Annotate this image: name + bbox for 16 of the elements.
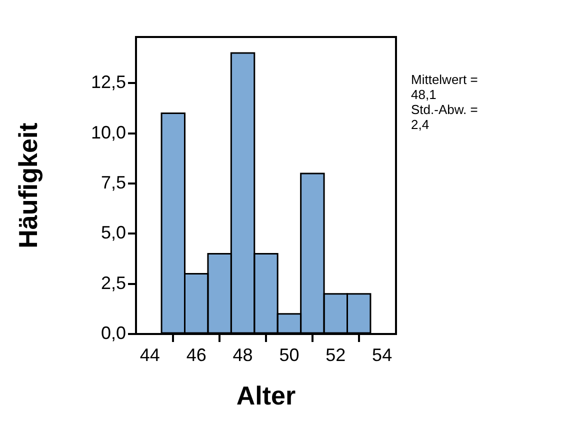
text: Mittelwert = 48,1 xyxy=(411,72,479,102)
y-tick-label: 5,0 xyxy=(100,222,126,243)
x-tick-label: 46 xyxy=(186,344,206,365)
x-axis-title: Alter xyxy=(236,380,296,411)
y-axis-title: Häufigkeit xyxy=(12,122,43,248)
y-tick-label: 7,5 xyxy=(100,172,126,192)
y-tick-label: 0,0 xyxy=(100,322,126,343)
y-tick-label: 10,0 xyxy=(90,122,126,142)
x-tick-label: 44 xyxy=(140,344,160,365)
x-tick-label: 52 xyxy=(326,344,346,365)
x-tick-label: 48 xyxy=(232,344,253,365)
text: Std.-Abw. = 2,4 xyxy=(411,102,479,132)
y-tick-label: 2,5 xyxy=(100,272,126,293)
x-tick-label: 54 xyxy=(372,344,392,365)
x-tick-label: 50 xyxy=(279,344,300,365)
y-tick-label: 12,5 xyxy=(90,72,126,92)
